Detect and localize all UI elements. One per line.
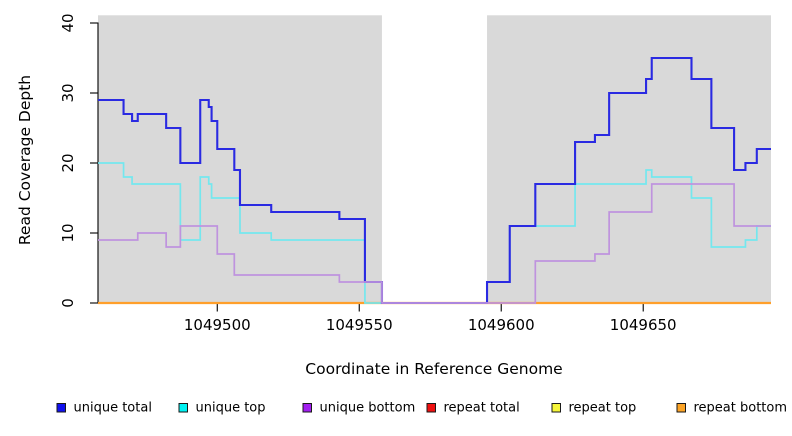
x-axis-title: Coordinate in Reference Genome — [305, 360, 562, 378]
legend-label-unique-total: unique total — [74, 401, 152, 416]
y-tick-label-10: 10 — [59, 223, 77, 242]
legend-label-unique-bottom: unique bottom — [320, 401, 416, 416]
y-axis-title: Read Coverage Depth — [16, 75, 34, 245]
legend-swatch-repeat-total — [426, 403, 436, 413]
legend-label-repeat-total: repeat total — [444, 401, 520, 416]
legend-swatch-unique-top — [178, 403, 188, 413]
legend-swatch-unique-total — [56, 403, 66, 413]
x-tick-label-1049500: 1049500 — [184, 316, 251, 334]
x-tick-label-1049650: 1049650 — [610, 316, 677, 334]
series-line-unique-bottom — [98, 183, 771, 304]
panel-masked-region — [381, 15, 488, 304]
y-tick-label-20: 20 — [59, 153, 77, 172]
legend: unique total unique top unique bottom repea… — [56, 401, 788, 416]
y-tick-label-40: 40 — [59, 13, 77, 32]
y-tick-label-30: 30 — [59, 83, 77, 102]
x-tick-label-1049600: 1049600 — [468, 316, 535, 334]
y-tick-label-0: 0 — [59, 298, 77, 308]
legend-label-repeat-bottom: repeat bottom — [694, 401, 788, 416]
series-lines — [98, 56, 771, 305]
legend-swatch-unique-bottom — [302, 403, 312, 413]
panel-right — [487, 15, 771, 304]
legend-swatch-repeat-top — [551, 403, 561, 413]
legend-label-repeat-top: repeat top — [569, 401, 637, 416]
panel-left — [98, 15, 382, 304]
legend-swatch-repeat-bottom — [676, 403, 686, 413]
plot-panel — [98, 15, 771, 304]
x-tick-label-1049550: 1049550 — [326, 316, 393, 334]
legend-label-unique-top: unique top — [196, 401, 266, 416]
